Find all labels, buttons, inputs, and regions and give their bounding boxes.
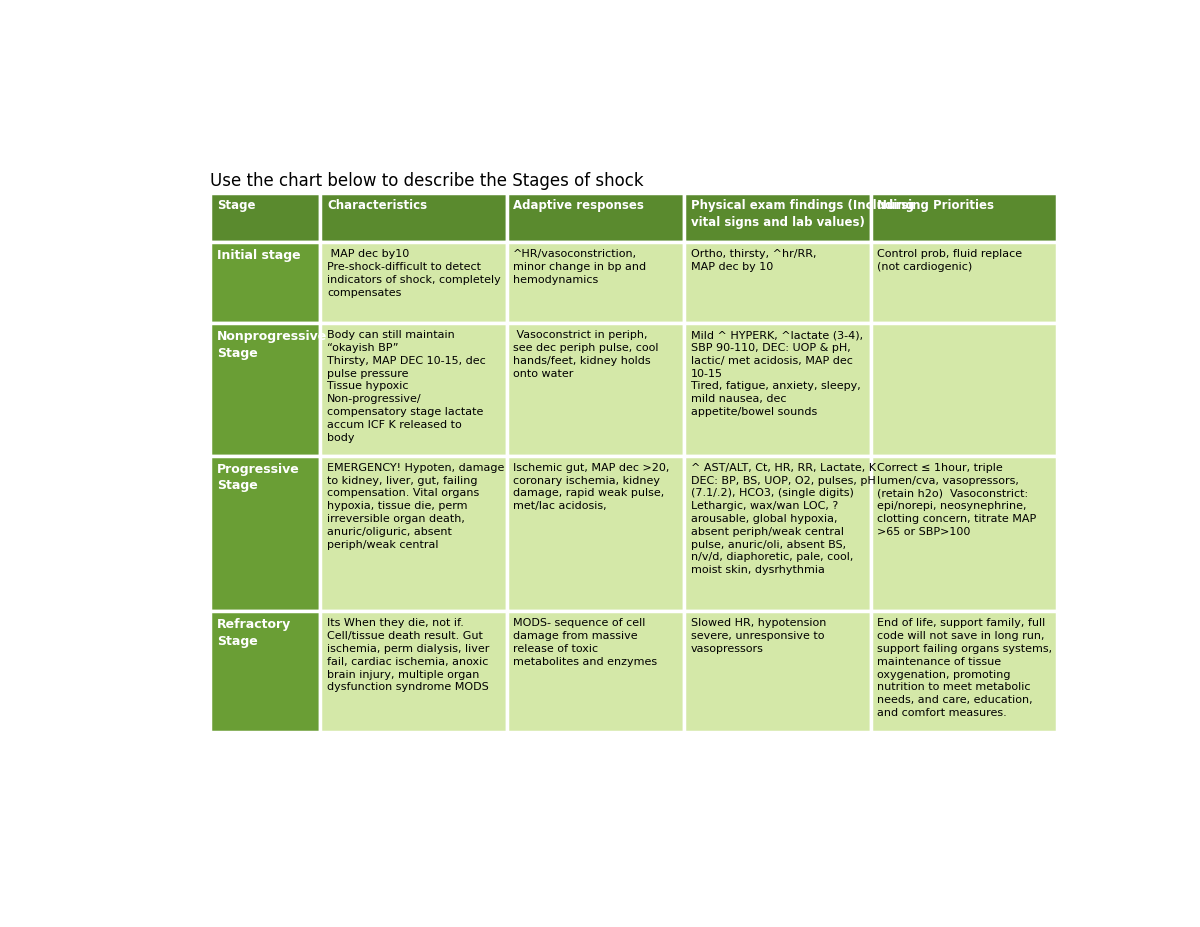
Bar <box>210 194 320 242</box>
Text: MAP dec by10
Pre-shock-difficult to detect
indicators of shock, completely
compe: MAP dec by10 Pre-shock-difficult to dete… <box>326 249 500 298</box>
Text: EMERGENCY! Hypoten, damage
to kidney, liver, gut, failing
compensation. Vital or: EMERGENCY! Hypoten, damage to kidney, li… <box>326 463 504 550</box>
Bar <box>684 611 870 732</box>
Text: Ortho, thirsty, ^hr/RR,
MAP dec by 10: Ortho, thirsty, ^hr/RR, MAP dec by 10 <box>691 249 816 273</box>
Bar <box>210 323 320 455</box>
Text: Its When they die, not if.
Cell/tissue death result. Gut
ischemia, perm dialysis: Its When they die, not if. Cell/tissue d… <box>326 618 490 692</box>
Bar <box>320 194 506 242</box>
Bar <box>870 242 1057 323</box>
Bar <box>210 611 320 732</box>
Text: Ischemic gut, MAP dec >20,
coronary ischemia, kidney
damage, rapid weak pulse,
m: Ischemic gut, MAP dec >20, coronary isch… <box>514 463 670 511</box>
Text: Progressive
Stage: Progressive Stage <box>217 463 300 492</box>
Text: Vasoconstrict in periph,
see dec periph pulse, cool
hands/feet, kidney holds
ont: Vasoconstrict in periph, see dec periph … <box>514 330 659 378</box>
Text: Body can still maintain
“okayish BP”
Thirsty, MAP DEC 10-15, dec
pulse pressure
: Body can still maintain “okayish BP” Thi… <box>326 330 486 442</box>
Text: Initial stage: Initial stage <box>217 249 300 262</box>
Bar <box>684 194 870 242</box>
Bar <box>210 455 320 611</box>
Text: Stage: Stage <box>217 199 256 212</box>
Text: ^ AST/ALT, Ct, HR, RR, Lactate, K
DEC: BP, BS, UOP, O2, pulses, pH
(7.1/.2), HCO: ^ AST/ALT, Ct, HR, RR, Lactate, K DEC: B… <box>691 463 876 575</box>
Text: Adaptive responses: Adaptive responses <box>514 199 644 212</box>
Text: Use the chart below to describe the Stages of shock: Use the chart below to describe the Stag… <box>210 171 644 190</box>
Text: Refractory
Stage: Refractory Stage <box>217 618 292 648</box>
Bar <box>870 455 1057 611</box>
Text: End of life, support family, full
code will not save in long run,
support failin: End of life, support family, full code w… <box>877 618 1052 717</box>
Text: Nursing Priorities: Nursing Priorities <box>877 199 994 212</box>
Text: Nonprogressive
Stage: Nonprogressive Stage <box>217 330 328 360</box>
Bar <box>506 242 684 323</box>
Bar <box>506 611 684 732</box>
Bar <box>684 323 870 455</box>
Text: ^HR/vasoconstriction,
minor change in bp and
hemodynamics: ^HR/vasoconstriction, minor change in bp… <box>514 249 647 286</box>
Bar <box>320 611 506 732</box>
Bar <box>320 323 506 455</box>
Bar <box>870 611 1057 732</box>
Bar <box>506 323 684 455</box>
Bar <box>210 242 320 323</box>
Text: Control prob, fluid replace
(not cardiogenic): Control prob, fluid replace (not cardiog… <box>877 249 1022 273</box>
Bar <box>320 242 506 323</box>
Text: Correct ≤ 1hour, triple
lumen/cva, vasopressors,
(retain h2o)  Vasoconstrict:
ep: Correct ≤ 1hour, triple lumen/cva, vasop… <box>877 463 1037 537</box>
Text: Physical exam findings (Including
vital signs and lab values): Physical exam findings (Including vital … <box>691 199 914 229</box>
Bar <box>506 455 684 611</box>
Bar <box>870 323 1057 455</box>
Text: MODS- sequence of cell
damage from massive
release of toxic
metabolites and enzy: MODS- sequence of cell damage from massi… <box>514 618 658 667</box>
Bar <box>320 455 506 611</box>
Bar <box>506 194 684 242</box>
Bar <box>684 455 870 611</box>
Text: Slowed HR, hypotension
severe, unresponsive to
vasopressors: Slowed HR, hypotension severe, unrespons… <box>691 618 827 654</box>
Text: Characteristics: Characteristics <box>326 199 427 212</box>
Bar <box>684 242 870 323</box>
Bar <box>870 194 1057 242</box>
Text: Mild ^ HYPERK, ^lactate (3-4),
SBP 90-110, DEC: UOP & pH,
lactic/ met acidosis, : Mild ^ HYPERK, ^lactate (3-4), SBP 90-11… <box>691 330 863 417</box>
